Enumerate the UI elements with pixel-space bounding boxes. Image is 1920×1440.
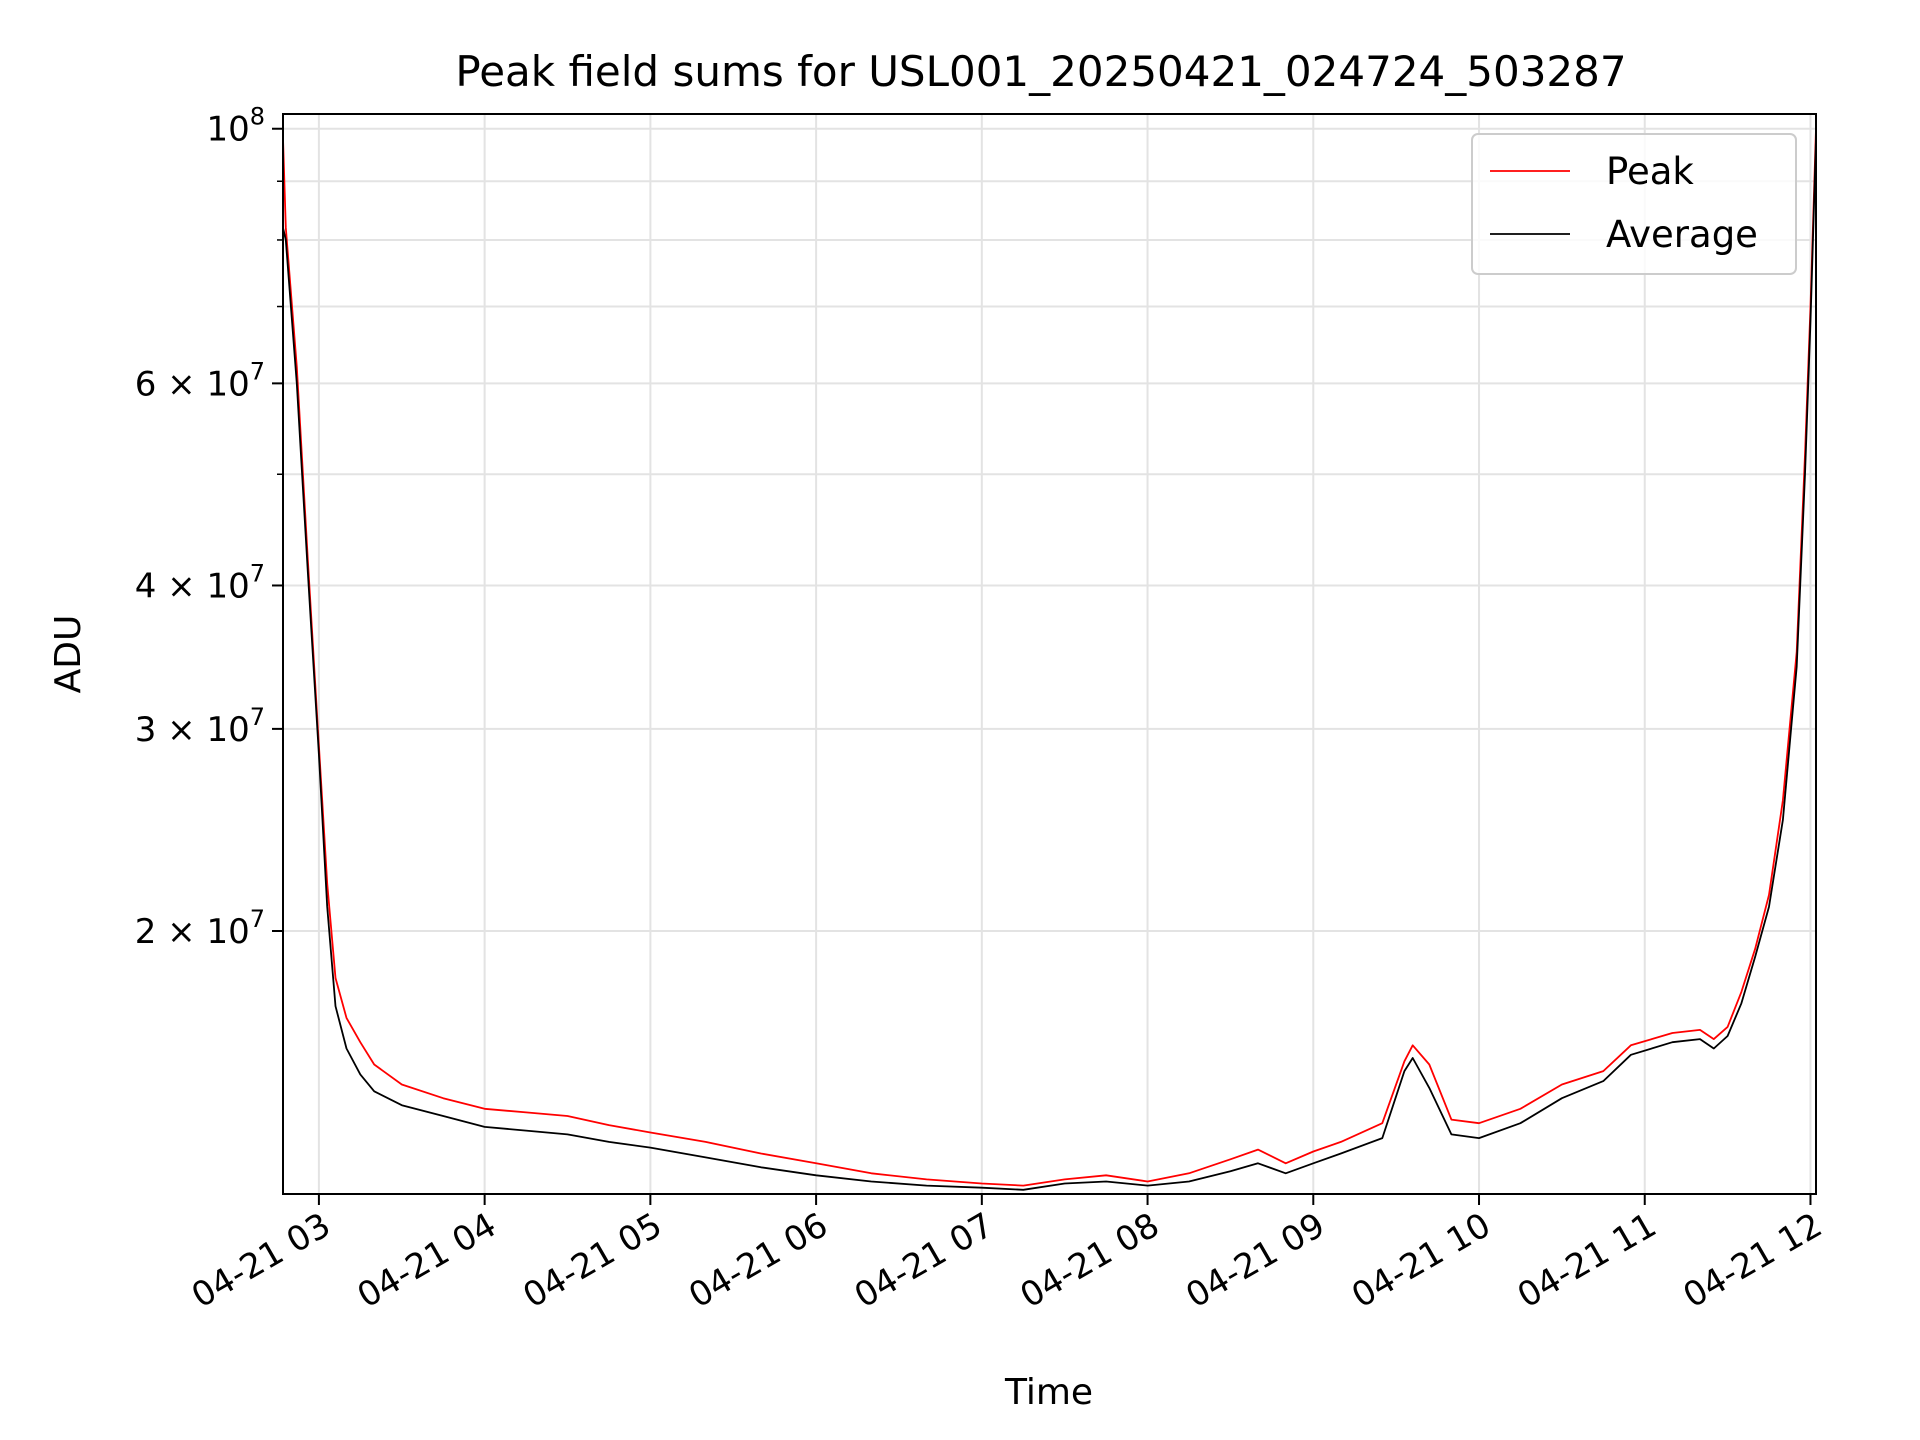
legend-label: Average	[1606, 213, 1758, 256]
legend: Peak Average	[1471, 133, 1797, 275]
series-line-peak	[283, 128, 1816, 1187]
y-tick-label-base: 6 × 10	[135, 364, 250, 404]
y-tick-label-base: 10	[206, 110, 249, 150]
x-axis-label: Time	[1004, 1372, 1093, 1413]
chart-title: Peak field sums for USL001_20250421_0247…	[455, 47, 1626, 96]
y-tick-label-exponent: 8	[250, 103, 265, 131]
series-line-average	[283, 138, 1816, 1191]
series-layer	[283, 128, 1816, 1191]
y-tick-label-base: 4 × 10	[135, 566, 250, 606]
y-tick-label-exponent: 7	[250, 357, 265, 385]
y-tick-label-base: 2 × 10	[135, 912, 250, 952]
y-axis-label: ADU	[48, 615, 89, 694]
y-tick-label: 6 × 107	[135, 357, 265, 404]
y-tick-label-exponent: 7	[250, 905, 265, 933]
y-tick-label-exponent: 7	[250, 703, 265, 731]
y-tick-label: 3 × 107	[135, 703, 265, 750]
legend-box	[1471, 133, 1797, 275]
y-tick-label: 4 × 107	[135, 559, 265, 606]
y-tick-label: 2 × 107	[135, 905, 265, 952]
y-tick-label-base: 3 × 10	[135, 710, 250, 750]
y-tick-label: 108	[206, 103, 265, 150]
plot-frame	[282, 113, 1817, 1195]
legend-label: Peak	[1606, 150, 1694, 193]
y-tick-label-exponent: 7	[250, 559, 265, 587]
